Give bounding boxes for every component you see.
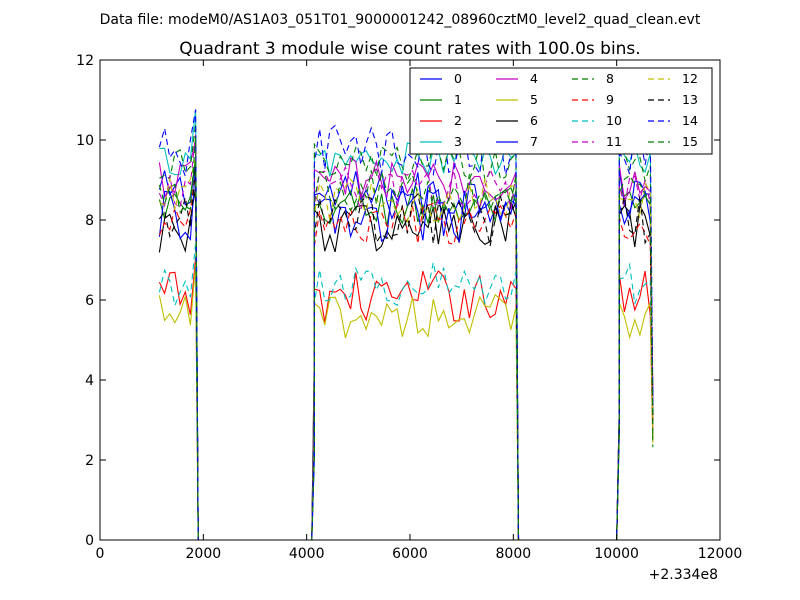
y-tick-label: 8 (85, 213, 94, 229)
legend-label: 14 (682, 113, 698, 128)
legend-item-5: 5 (496, 92, 538, 107)
legend-label: 15 (682, 134, 698, 149)
x-tick-label: 4000 (289, 546, 325, 562)
legend-label: 12 (682, 71, 698, 86)
legend-label: 9 (606, 92, 614, 107)
legend-item-3: 3 (420, 134, 462, 149)
x-tick-label: 6000 (392, 546, 428, 562)
y-tick-label: 12 (76, 53, 94, 69)
series-line-8 (159, 123, 654, 541)
y-tick-label: 10 (76, 133, 94, 149)
x-tick-label: 10000 (594, 546, 639, 562)
legend-item-7: 7 (496, 134, 538, 149)
chart-title: Quadrant 3 module wise count rates with … (179, 39, 640, 59)
legend-label: 3 (454, 134, 462, 149)
x-tick-label: 8000 (496, 546, 532, 562)
legend-label: 10 (606, 113, 622, 128)
y-tick-label: 0 (85, 533, 94, 549)
x-tick-label: 0 (96, 546, 105, 562)
y-tick-label: 4 (85, 373, 94, 389)
legend-label: 4 (530, 71, 538, 86)
plot-area: 0 2000 4000 6000 8000 10000 120000246810120123… (76, 53, 742, 562)
series-line-12 (159, 158, 654, 541)
series-line-11 (158, 134, 654, 541)
legend-label: 2 (454, 113, 462, 128)
legend-item-4: 4 (496, 71, 538, 86)
y-tick-label: 2 (85, 453, 94, 469)
series-line-9 (158, 171, 654, 541)
chart-suptitle: Data file: modeM0/AS1A03_051T01_90000012… (100, 12, 701, 28)
legend-item-10: 10 (572, 113, 622, 128)
legend-item-6: 6 (496, 113, 538, 128)
legend-label: 7 (530, 134, 538, 149)
legend-label: 8 (606, 71, 614, 86)
legend-label: 1 (454, 92, 462, 107)
legend-item-13: 13 (648, 92, 698, 107)
legend-label: 5 (530, 92, 538, 107)
y-tick-label: 6 (85, 293, 94, 309)
legend-item-15: 15 (648, 134, 698, 149)
legend-box (409, 67, 713, 155)
legend-label: 6 (530, 113, 538, 128)
legend-item-1: 1 (420, 92, 462, 107)
x-axis-offset-label: +2.334e8 (649, 567, 718, 583)
legend-item-14: 14 (648, 113, 698, 128)
legend-item-11: 11 (572, 134, 622, 149)
series-line-5 (158, 264, 654, 541)
series-line-6 (158, 188, 654, 541)
legend-item-12: 12 (648, 71, 698, 86)
series-line-2 (158, 257, 654, 541)
series-line-0 (158, 158, 654, 541)
series-line-10 (158, 242, 654, 541)
series-line-7 (158, 164, 654, 541)
legend-item-0: 0 (420, 71, 462, 86)
x-tick-label: 12000 (698, 546, 743, 562)
legend-label: 0 (454, 71, 462, 86)
series-line-15 (158, 137, 654, 541)
legend-label: 13 (682, 92, 698, 107)
x-tick-label: 2000 (186, 546, 222, 562)
legend-label: 11 (606, 134, 622, 149)
series-line-1 (158, 158, 654, 541)
legend-item-8: 8 (572, 71, 614, 86)
legend-item-2: 2 (420, 113, 462, 128)
legend-item-9: 9 (572, 92, 614, 107)
